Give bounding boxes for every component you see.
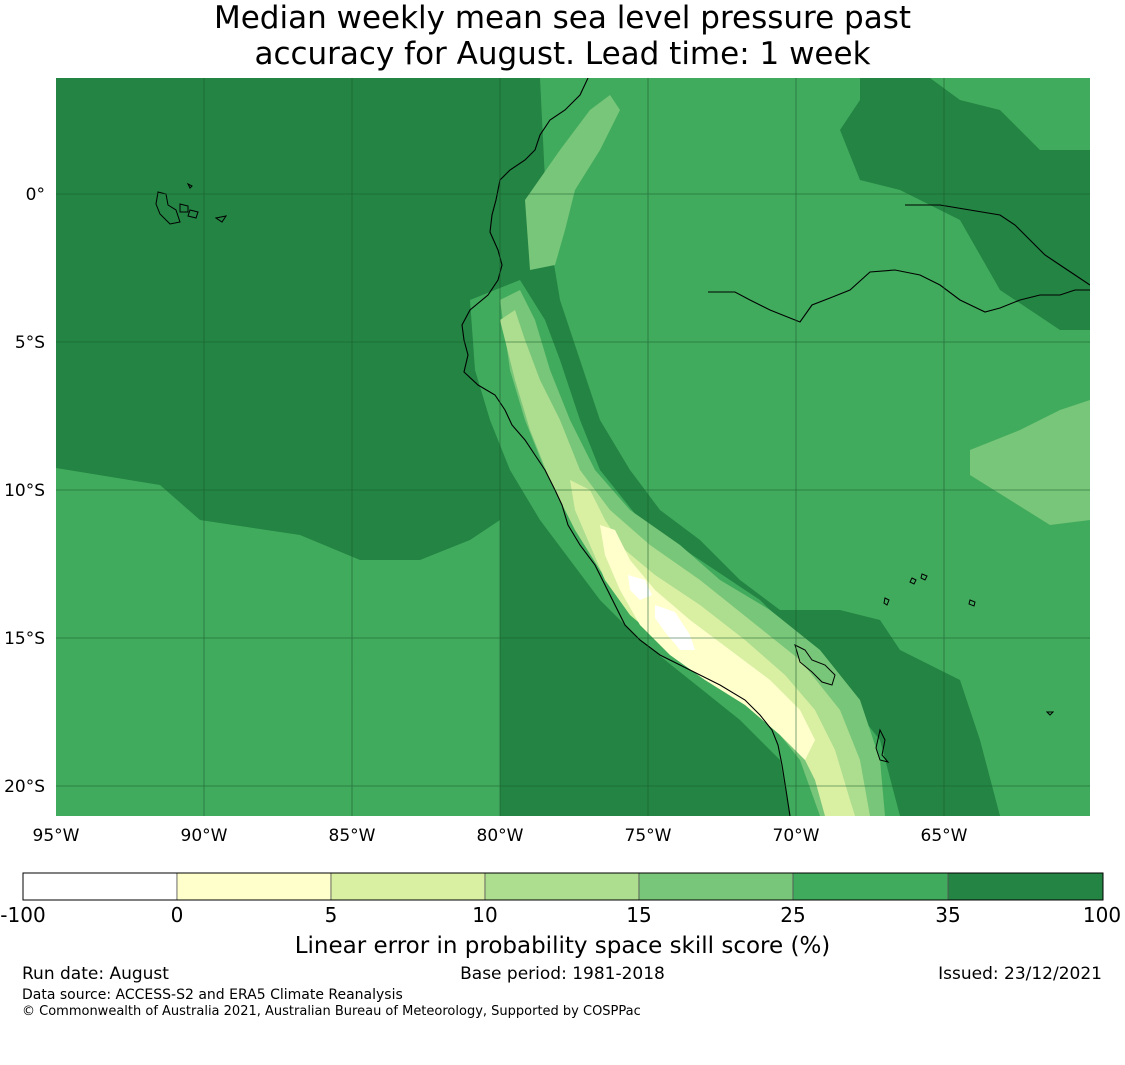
galapagos-island-3 [187,209,199,219]
colorbar-title: Linear error in probability space skill … [294,933,831,959]
lat-tick-label: 20°S [4,777,45,797]
colorbar-segment [638,872,794,901]
colorbar: -100 0 5 10 15 25 35 100 [0,872,1121,927]
coastline-south-america [461,78,791,816]
field-25-35-southwest [56,468,500,816]
colorbar-frame [22,872,1104,901]
small-lake-4 [883,597,890,606]
river-putumayo [905,204,1090,286]
galapagos-island-5 [186,182,193,189]
lon-tick-label: 80°W [477,826,524,846]
galapagos-island-2 [179,203,189,213]
base-period: Base period: 1981-2018 [460,964,665,984]
lon-tick-label: 95°W [33,826,80,846]
colorbar-tick-label: 10 [472,903,497,927]
galapagos-island-1 [155,191,181,225]
small-lake-3 [968,599,976,607]
colorbar-tick-label: 35 [935,903,960,927]
lake-poopo [875,728,890,763]
lat-tick-label: 10°S [4,481,45,501]
lon-tick-label: 75°W [625,826,672,846]
colorbar-segment [330,872,486,901]
lon-tick-label: 90°W [181,826,228,846]
field-below-0-spot-1 [628,575,652,600]
colorbar-tick-label: 100 [1083,903,1121,927]
skill-field [56,78,1090,816]
field-25-35-northeast [930,78,1090,150]
title-line-1: Median weekly mean sea level pressure pa… [213,0,911,36]
river-amazon [708,269,1090,323]
gridlines [56,78,1090,816]
lon-tick-label: 85°W [329,826,376,846]
colorbar-tick-label: 25 [780,903,805,927]
colorbar-segment [947,872,1104,901]
field-below-0-spot-2 [655,605,695,650]
colorbar-tick-label: 5 [325,903,338,927]
colorbar-tick-label: 15 [626,903,651,927]
field-15-25-north-strip [525,95,620,270]
small-lake-1 [909,577,917,585]
colorbar-segment [22,872,178,901]
lon-tick-labels: 95°W 90°W 85°W 80°W 75°W 70°W 65°W [33,826,968,846]
lat-tick-label: 0° [26,185,45,205]
copyright: © Commonwealth of Australia 2021, Austra… [22,1004,641,1019]
lake-titicaca [794,644,836,686]
field-25-35-south-pocket [200,640,500,700]
colorbar-segment [792,872,949,901]
data-source: Data source: ACCESS-S2 and ERA5 Climate … [22,987,403,1003]
field-0-5-andes [600,525,815,760]
lon-tick-label: 70°W [773,826,820,846]
colorbar-tick-label: -100 [0,903,45,927]
title-line-2: accuracy for August. Lead time: 1 week [254,36,871,72]
lon-tick-label: 65°W [921,826,968,846]
field-25-35-east [540,78,1090,816]
lat-tick-label: 15°S [4,629,45,649]
colorbar-segment [176,872,332,901]
colorbar-tick-label: 0 [171,903,184,927]
issued-date: Issued: 23/12/2021 [938,964,1102,984]
run-date: Run date: August [22,964,169,984]
chart-title: Median weekly mean sea level pressure pa… [0,0,1125,72]
lat-tick-label: 5°S [15,333,45,353]
small-lake-5 [1045,711,1055,716]
small-lake-2 [920,573,928,581]
galapagos-island-4 [214,215,228,223]
colorbar-segment [484,872,640,901]
lat-tick-labels: 0° 5°S 10°S 15°S 20°S [4,185,45,797]
field-15-25-east-patch [970,400,1090,525]
